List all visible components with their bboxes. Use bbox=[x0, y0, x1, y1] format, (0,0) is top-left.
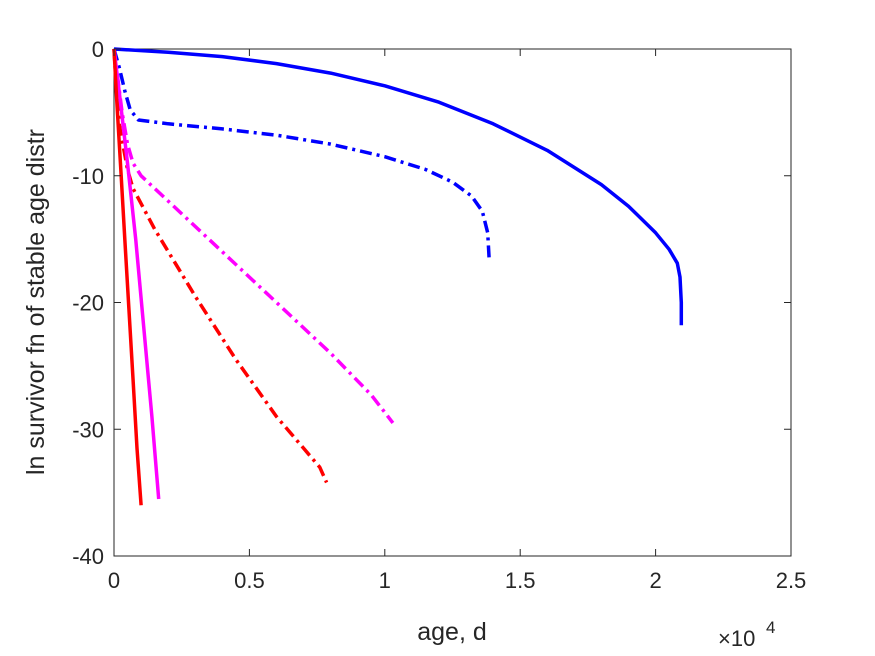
x-tick-label: 1 bbox=[379, 568, 391, 593]
x-tick-label: 1.5 bbox=[505, 568, 536, 593]
ticks-layer: 0 0.5 1 1.5 2 2.5 0 -10 -20 -30 -40 bbox=[72, 37, 806, 593]
x-axis-label: age, d bbox=[417, 618, 487, 646]
y-tick-label: -10 bbox=[72, 164, 104, 189]
series-line-1 bbox=[113, 47, 684, 326]
y-tick-label: -40 bbox=[72, 544, 104, 569]
series-line-6 bbox=[112, 48, 143, 506]
series-layer bbox=[112, 47, 684, 506]
x-exponent-multiplier: ×10 bbox=[718, 626, 755, 651]
x-tick-label: 2 bbox=[649, 568, 661, 593]
y-axis-label: ln survivor fn of stable age distr bbox=[22, 129, 50, 475]
x-tick-label: 0 bbox=[108, 568, 120, 593]
x-exponent-power: 4 bbox=[766, 618, 775, 637]
x-tick-label: 0.5 bbox=[234, 568, 265, 593]
y-tick-label: -20 bbox=[72, 291, 104, 316]
y-tick-label: -30 bbox=[72, 417, 104, 442]
x-tick-label: 2.5 bbox=[776, 568, 807, 593]
series-line-5 bbox=[112, 48, 161, 500]
series-line-2 bbox=[112, 48, 491, 259]
y-tick-label: 0 bbox=[92, 37, 104, 62]
plot-area bbox=[113, 48, 792, 557]
